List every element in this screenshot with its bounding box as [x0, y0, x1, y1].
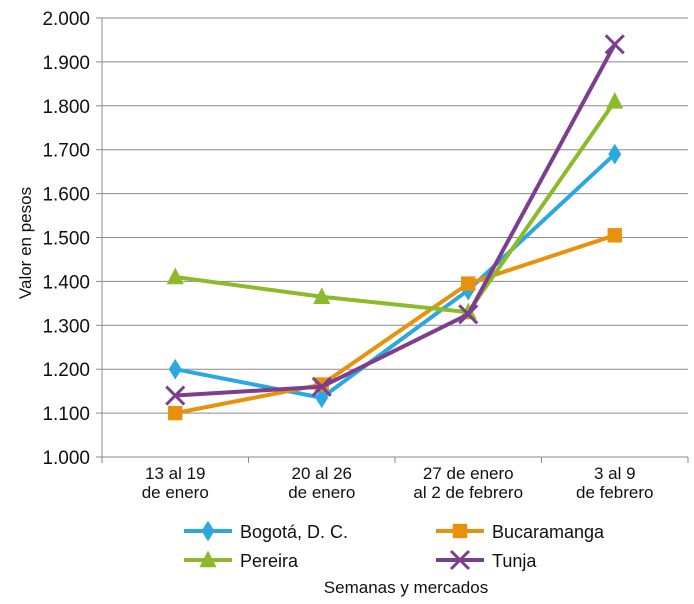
y-tick-label: 1.400	[42, 272, 90, 293]
x-tick-label-line: 13 al 19	[145, 464, 206, 483]
x-tick-label-line: de enero	[142, 483, 209, 502]
x-axis-title: Semanas y mercados	[324, 578, 488, 597]
data-point	[165, 385, 186, 406]
data-point	[168, 358, 182, 380]
data-point	[604, 34, 625, 55]
x-tick-label-line: al 2 de febrero	[413, 483, 523, 502]
data-point	[166, 267, 184, 285]
legend-item: Bogotá, D. C.	[184, 520, 348, 542]
y-tick-label: 1.300	[42, 316, 90, 337]
grid-lines	[102, 17, 688, 458]
series-line	[174, 233, 616, 416]
data-point	[607, 228, 622, 243]
series-lines	[165, 34, 625, 421]
x-marker-stroke	[604, 34, 625, 55]
x-tick-label-line: de enero	[288, 483, 355, 502]
y-tick-label: 1.700	[42, 141, 90, 162]
y-tick-label: 1.900	[42, 53, 90, 74]
y-axis-title: Valor en pesos	[16, 187, 35, 299]
data-point	[608, 143, 622, 165]
series-line	[174, 100, 617, 315]
x-tick-label: 20 al 26 de enero	[288, 464, 355, 502]
series-pereira	[166, 91, 624, 320]
x-marker-stroke	[458, 304, 479, 325]
y-tick-label: 2.000	[42, 9, 90, 30]
legend-item: Pereira	[184, 550, 299, 571]
x-marker-stroke	[449, 549, 471, 571]
y-tick-label: 1.100	[42, 404, 90, 425]
data-point	[461, 276, 476, 291]
legend: Bogotá, D. C. Bucaramanga Pereira Tunja	[184, 520, 605, 571]
y-tick-label: 1.500	[42, 229, 90, 250]
data-point	[315, 387, 329, 409]
legend-marker	[449, 549, 471, 571]
x-tick-label-line: de febrero	[576, 483, 654, 502]
series-bogot-d-c	[168, 143, 622, 409]
data-point	[313, 287, 331, 304]
x-tick-label: 27 de enero al 2 de febrero	[413, 464, 523, 502]
x-tick-label-line: 20 al 26	[292, 464, 353, 483]
legend-label: Bogotá, D. C.	[240, 522, 348, 542]
x-tick-label: 3 al 9 de febrero	[576, 464, 654, 502]
data-point	[311, 376, 332, 397]
x-tick-label-line: 27 de enero	[423, 464, 514, 483]
legend-marker	[201, 520, 215, 542]
y-tick-label: 1.200	[42, 360, 90, 381]
legend-item: Bucaramanga	[436, 522, 605, 542]
legend-item: Tunja	[436, 549, 537, 571]
series-line	[175, 43, 617, 398]
y-tick-label: 1.800	[42, 97, 90, 118]
y-axis: 1.000 1.100 1.200 1.300 1.400 1.500 1.600 1.700…	[42, 9, 103, 469]
x-tick-label-line: 3 al 9	[594, 464, 636, 483]
series-tunja	[165, 34, 625, 406]
x-marker-stroke	[311, 376, 332, 397]
x-tick-label: 13 al 19 de enero	[142, 464, 209, 502]
x-marker-stroke	[165, 385, 186, 406]
y-tick-label: 1.000	[42, 448, 90, 469]
series-bucaramanga	[168, 228, 622, 421]
legend-label: Pereira	[240, 551, 299, 571]
data-point	[168, 405, 183, 421]
series-line	[174, 152, 617, 400]
legend-marker	[452, 523, 468, 539]
legend-label: Tunja	[492, 551, 537, 571]
data-point	[458, 304, 479, 325]
y-tick-label: 1.600	[42, 185, 90, 206]
legend-marker	[199, 550, 217, 568]
data-point	[606, 91, 624, 109]
legend-label: Bucaramanga	[492, 522, 605, 542]
